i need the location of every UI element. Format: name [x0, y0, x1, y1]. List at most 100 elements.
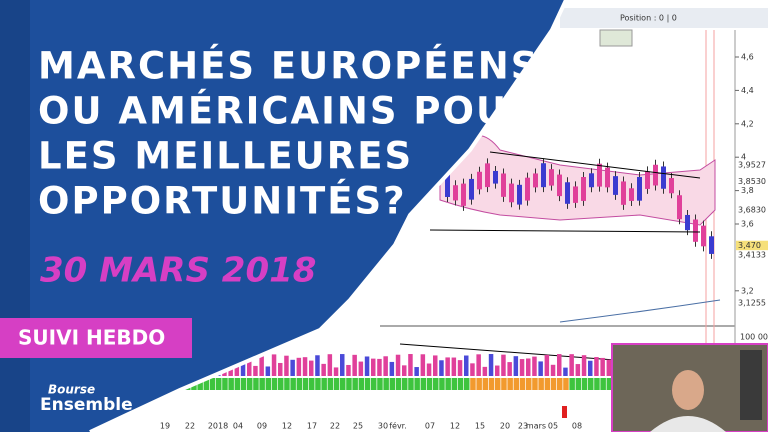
indicator-cell — [451, 378, 458, 390]
x-tick-label: 23 — [518, 422, 528, 431]
volume-bar — [278, 362, 283, 376]
volume-bar — [302, 357, 308, 376]
indicator-cell — [253, 378, 259, 390]
candle-body — [445, 173, 450, 197]
indicator-cell — [426, 378, 433, 390]
indicator-cell — [302, 378, 309, 390]
x-tick-label: mars — [526, 422, 546, 431]
price-tag — [736, 160, 768, 171]
indicator-cell — [445, 378, 451, 390]
webcam — [611, 343, 768, 433]
volume-bar — [476, 354, 481, 376]
candle-body — [493, 170, 498, 184]
x-tick-label: 17 — [307, 422, 317, 431]
indicator-cell — [209, 378, 216, 390]
volume-bar — [445, 357, 450, 376]
candle-body — [453, 185, 458, 201]
volume-bar — [495, 365, 500, 376]
indicator-cell — [216, 378, 222, 390]
indicator-cell — [389, 378, 396, 390]
candle-body — [541, 163, 546, 188]
volume-bar — [457, 360, 463, 376]
volume-bar — [383, 356, 388, 376]
candle-body — [637, 176, 642, 201]
indicator-cell — [284, 378, 290, 390]
volume-bar — [550, 364, 556, 376]
indicator-cell — [377, 378, 383, 390]
indicator-cell — [501, 378, 507, 390]
volume-bar — [290, 359, 295, 376]
indicator-cell — [439, 378, 445, 390]
volume-bar — [557, 354, 562, 376]
volume-bar — [501, 354, 506, 376]
volume-bar — [402, 365, 407, 376]
indicator-cell — [346, 378, 352, 390]
x-tick-label: 12 — [450, 422, 460, 431]
volume-bar — [352, 354, 357, 376]
indicator-cell — [265, 378, 272, 390]
event-marker — [562, 406, 567, 418]
volume-bar — [532, 356, 537, 376]
y-tick-label: 4,6 — [741, 53, 754, 62]
indicator-cell — [488, 378, 495, 390]
candle-body — [501, 173, 506, 197]
price-tag — [736, 205, 768, 216]
indicator-cell — [296, 378, 303, 390]
x-tick-label: 20 — [500, 422, 510, 431]
indicator-cell — [550, 378, 557, 390]
volume-bar — [526, 358, 531, 376]
x-tick-label: 2018 — [208, 422, 228, 431]
candle-body — [669, 178, 674, 194]
indicator-cell — [544, 378, 551, 390]
y-tick-label: 4,2 — [741, 119, 754, 128]
candle-body — [645, 171, 650, 189]
indicator-cell — [247, 378, 253, 390]
face — [672, 370, 704, 410]
candle-body — [597, 163, 602, 187]
y-tick-label: 3,6 — [741, 220, 754, 229]
indicator-cell — [414, 378, 420, 390]
volume-bar — [519, 359, 525, 376]
volume-bar — [346, 364, 351, 376]
support-line — [429, 229, 701, 233]
date: 30 MARS 2018 — [40, 251, 316, 291]
price-tag-label: 3,470 — [738, 241, 761, 250]
price-tag-label: 3,1255 — [738, 299, 766, 308]
volume-bar — [488, 354, 494, 376]
volume-bar — [426, 363, 432, 376]
volume-bar — [507, 362, 512, 376]
indicator-cell — [513, 378, 520, 390]
indicator-cell — [470, 378, 476, 390]
indicator-cell — [352, 378, 358, 390]
indicator-cell — [519, 378, 526, 390]
candle-body — [485, 163, 490, 188]
x-tick-label: 22 — [330, 422, 340, 431]
indicator-cell — [482, 378, 489, 390]
indicator-cell — [222, 378, 228, 390]
x-tick-label: 04 — [233, 422, 243, 431]
candle-body — [613, 176, 618, 195]
price-tag-label: 3,8530 — [738, 177, 766, 186]
volume-bar — [321, 363, 326, 376]
price-tag — [736, 240, 768, 251]
y-tick-label: 3,8 — [741, 186, 754, 195]
logo-bottom: Ensemble — [40, 395, 133, 415]
indicator-cell — [575, 378, 582, 390]
candle-body — [549, 169, 554, 186]
candle-body — [573, 186, 578, 203]
candle-body — [581, 177, 586, 201]
volume-bar — [433, 355, 438, 376]
volume-bar — [327, 354, 333, 376]
x-tick-label: 22 — [185, 422, 195, 431]
candle-body — [709, 236, 714, 254]
volume-bar — [358, 361, 364, 376]
toolbar — [560, 8, 768, 28]
x-tick-label: 09 — [257, 422, 267, 431]
price-tag — [736, 298, 768, 309]
volume-bar — [581, 355, 587, 376]
x-tick-label: févr. — [389, 421, 407, 431]
indicator-cell — [569, 378, 575, 390]
indicator-cell — [557, 378, 563, 390]
x-tick-label: 07 — [425, 422, 435, 431]
indicator-cell — [271, 378, 278, 390]
